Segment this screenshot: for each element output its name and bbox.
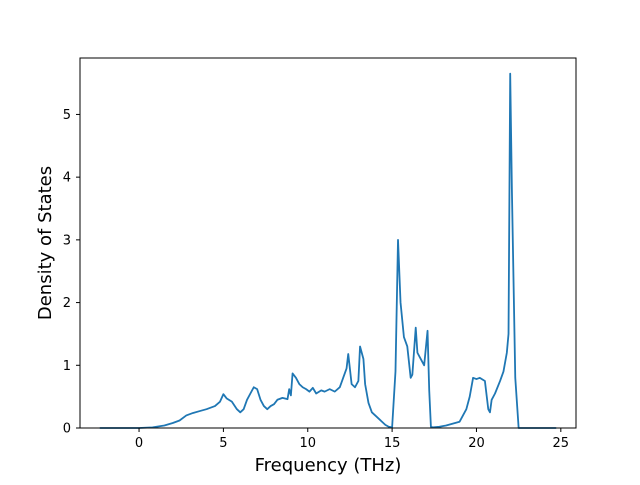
- x-tick-label: 20: [468, 436, 485, 451]
- x-tick-label: 15: [384, 436, 401, 451]
- series-line-0: [99, 72, 557, 429]
- y-tick-label: 5: [63, 108, 71, 123]
- axes-frame: [79, 57, 577, 429]
- y-tick-label: 3: [63, 233, 71, 248]
- y-tick-label: 4: [63, 171, 71, 186]
- x-tick-label: 25: [553, 436, 570, 451]
- y-tick-label: 1: [63, 359, 71, 374]
- x-tick-label: 10: [299, 436, 316, 451]
- y-axis-label: Density of States: [35, 166, 56, 320]
- x-axis-label: Frequency (THz): [255, 455, 402, 476]
- x-axis-ticks: 0 5 10 15 20 25: [135, 428, 569, 451]
- x-tick-label: 5: [219, 436, 227, 451]
- y-tick-label: 2: [63, 296, 71, 311]
- plot-area: [99, 72, 557, 429]
- x-tick-label: 0: [135, 436, 143, 451]
- y-axis-ticks: 0 1 2 3 4 5: [63, 108, 80, 437]
- y-tick-label: 0: [63, 422, 71, 437]
